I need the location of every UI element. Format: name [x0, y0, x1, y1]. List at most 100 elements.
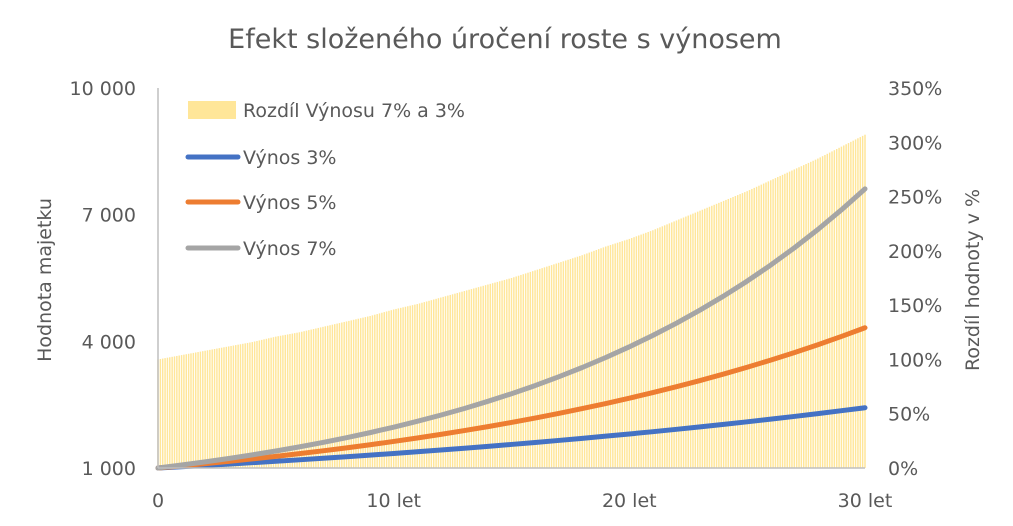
difference-bar — [256, 340, 258, 468]
difference-bar — [409, 305, 411, 468]
x-tick-label: 10 let — [366, 490, 421, 512]
difference-bar — [444, 296, 447, 468]
difference-bar — [753, 187, 755, 468]
difference-bar — [173, 356, 176, 468]
difference-bar — [850, 141, 852, 468]
difference-bar — [496, 281, 499, 468]
difference-bar — [291, 333, 294, 468]
difference-bar — [272, 337, 275, 468]
difference-bar — [206, 350, 209, 468]
difference-bar — [647, 231, 649, 468]
difference-bar — [253, 341, 256, 468]
difference-bar — [392, 309, 395, 468]
difference-bars — [157, 134, 866, 469]
difference-bar — [546, 266, 548, 468]
difference-bar — [367, 316, 369, 468]
y2-axis-title: Rozdíl hodnoty v % — [962, 189, 984, 371]
y2-tick-label: 150% — [888, 295, 942, 317]
difference-bar — [159, 358, 162, 468]
difference-bar — [633, 237, 635, 468]
difference-bar — [718, 202, 720, 468]
difference-bar — [668, 223, 671, 468]
y-axis-title: Hodnota majetku — [34, 198, 56, 362]
difference-bar — [762, 183, 765, 469]
difference-bar — [572, 258, 574, 468]
difference-bar — [463, 291, 466, 468]
difference-bar — [527, 272, 529, 468]
difference-bar — [616, 242, 619, 468]
difference-bar — [440, 297, 442, 468]
difference-bar — [755, 186, 758, 469]
difference-bar — [435, 298, 437, 468]
difference-bar — [772, 179, 774, 468]
difference-bar — [619, 241, 621, 468]
difference-bar — [265, 338, 268, 468]
difference-bar — [588, 252, 590, 468]
difference-bar — [376, 314, 378, 468]
difference-bar — [640, 234, 642, 468]
difference-bar — [456, 292, 459, 468]
difference-bar — [779, 175, 781, 468]
difference-bar — [371, 315, 374, 468]
difference-bar — [484, 285, 487, 468]
difference-bar — [260, 339, 263, 468]
difference-bar — [477, 287, 480, 468]
difference-bar — [758, 185, 760, 468]
difference-bar — [437, 298, 440, 468]
difference-bar — [293, 333, 296, 468]
legend-label: Výnos 3% — [243, 147, 336, 169]
difference-bar — [329, 325, 331, 468]
difference-bar — [583, 254, 586, 468]
difference-bar — [515, 276, 517, 468]
difference-bar — [793, 169, 796, 468]
difference-bar — [192, 352, 195, 468]
difference-bar — [223, 347, 225, 468]
difference-bar — [284, 334, 286, 468]
difference-bar — [741, 193, 744, 468]
difference-bar — [541, 268, 543, 468]
difference-bar — [305, 330, 308, 468]
difference-bar — [301, 331, 303, 468]
difference-bar — [270, 337, 272, 468]
difference-bar — [298, 332, 301, 468]
difference-bar — [180, 355, 183, 468]
value-lines — [155, 186, 868, 471]
y-tick-label: 10 000 — [70, 78, 136, 100]
difference-bar — [296, 332, 298, 468]
difference-bar — [418, 303, 421, 468]
difference-bar — [520, 274, 522, 468]
difference-bar — [569, 259, 572, 468]
difference-bar — [725, 199, 727, 468]
difference-bar — [715, 203, 718, 468]
difference-bar — [531, 271, 534, 468]
difference-bar — [699, 210, 701, 468]
difference-bar — [682, 217, 685, 468]
difference-bar — [777, 177, 779, 468]
difference-bar — [652, 230, 654, 468]
x-tick-label: 20 let — [602, 490, 657, 512]
difference-bar — [671, 222, 673, 468]
difference-bar — [553, 264, 555, 468]
difference-bar — [861, 135, 864, 468]
difference-bar — [449, 294, 451, 468]
difference-bar — [744, 192, 746, 468]
difference-bar — [706, 207, 708, 468]
difference-bar — [729, 197, 732, 469]
difference-bar — [833, 150, 836, 468]
difference-bar — [593, 250, 595, 468]
x-tick-label: 0 — [152, 490, 164, 512]
difference-bar — [331, 324, 334, 468]
difference-bar — [536, 269, 539, 468]
difference-bar — [649, 231, 652, 468]
difference-bar — [534, 270, 536, 468]
difference-bar — [819, 157, 821, 468]
difference-bar — [704, 208, 706, 469]
difference-bar — [237, 344, 239, 468]
difference-bar — [659, 227, 661, 468]
difference-bar — [630, 238, 633, 468]
difference-bar — [623, 240, 626, 468]
difference-bar — [560, 262, 562, 468]
difference-bar — [277, 336, 279, 468]
difference-bar — [798, 167, 800, 468]
difference-bar — [748, 190, 751, 468]
